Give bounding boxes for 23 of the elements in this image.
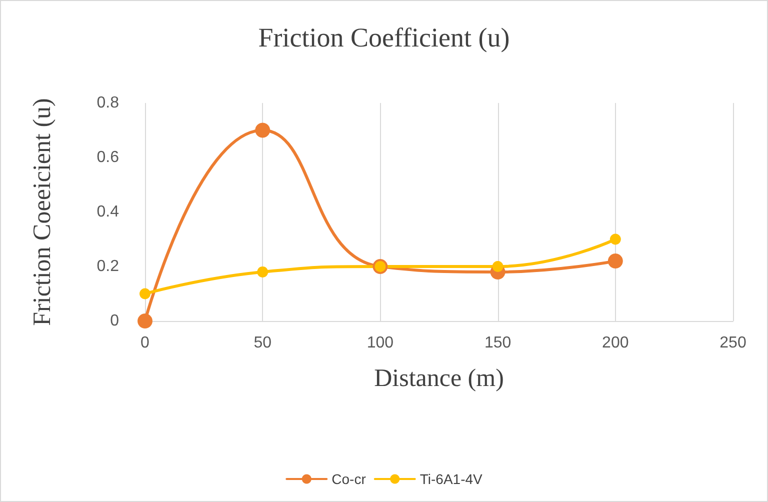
x-tick-label: 100 xyxy=(366,334,394,352)
y-tick-label: 0.8 xyxy=(96,94,120,112)
x-tick-label: 50 xyxy=(254,334,272,352)
point xyxy=(140,288,150,300)
point xyxy=(608,254,623,269)
point xyxy=(257,266,268,278)
x-tick-label: 150 xyxy=(484,334,512,352)
y-tick-label: 0.4 xyxy=(96,204,120,220)
x-tick-label: 200 xyxy=(602,334,629,352)
x-tick-label: 0 xyxy=(140,334,150,352)
legend-label: Ti-6A1-4V xyxy=(420,471,484,487)
point xyxy=(492,261,504,272)
point xyxy=(610,234,621,245)
y-tick-label: 0.6 xyxy=(96,149,120,166)
legend-label: Co-cr xyxy=(332,471,366,487)
point xyxy=(138,314,152,328)
x-axis-title: Distance (m) xyxy=(374,365,504,392)
point xyxy=(255,122,270,138)
chart-title: Friction Coefficient (u) xyxy=(258,22,510,52)
x-tick-label: 250 xyxy=(720,334,746,352)
y-tick-label: 0.2 xyxy=(96,258,120,275)
y-axis-title: Friction Coeeicient (u) xyxy=(29,98,56,326)
y-tick-label: 0 xyxy=(110,312,120,330)
